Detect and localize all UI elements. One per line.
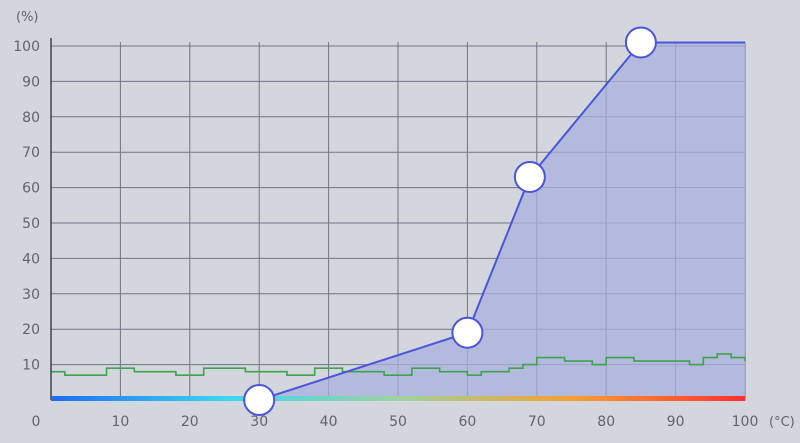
y-tick-label: 100: [13, 39, 40, 55]
x-tick-label: 70: [528, 414, 546, 430]
curve-fill: [259, 42, 745, 401]
curve-control-point[interactable]: [451, 316, 484, 349]
origin-label: 0: [32, 414, 41, 430]
x-tick-label: 50: [389, 414, 407, 430]
curve-area: [259, 42, 745, 401]
x-tick-label: 80: [597, 414, 615, 430]
y-tick-labels: 10 20 30 40 50 60 70 80 90 100: [13, 39, 40, 374]
x-tick-label: 20: [181, 414, 199, 430]
y-tick-label: 20: [22, 322, 40, 338]
y-tick-label: 40: [22, 251, 40, 267]
curve-control-point[interactable]: [243, 384, 276, 416]
curve-control-point[interactable]: [624, 26, 657, 59]
x-tick-label: 40: [320, 414, 338, 430]
x-tick-label: 100: [732, 414, 759, 430]
x-tick-label: 90: [667, 414, 685, 430]
x-tick-label: 10: [111, 414, 129, 430]
y-tick-label: 80: [22, 110, 40, 126]
x-tick-labels: 10 20 30 40 50 60 70 80 90 100: [111, 414, 758, 430]
x-tick-label: 60: [458, 414, 476, 430]
fan-speed-history: [51, 353, 746, 377]
y-tick-label: 30: [22, 287, 40, 303]
temperature-gradient-bar: [51, 396, 745, 401]
curve-control-point[interactable]: [513, 160, 546, 193]
axes: [50, 38, 745, 401]
y-axis-unit: (%): [16, 10, 39, 25]
y-tick-label: 50: [22, 216, 40, 232]
y-tick-label: 70: [22, 145, 40, 161]
x-axis-unit: (°C): [769, 415, 795, 430]
y-tick-label: 10: [22, 358, 40, 374]
x-tick-label: 30: [250, 414, 268, 430]
curve-control-points[interactable]: [243, 26, 657, 416]
history-line: [51, 353, 746, 377]
y-tick-label: 60: [22, 181, 40, 197]
y-tick-label: 90: [22, 74, 40, 90]
